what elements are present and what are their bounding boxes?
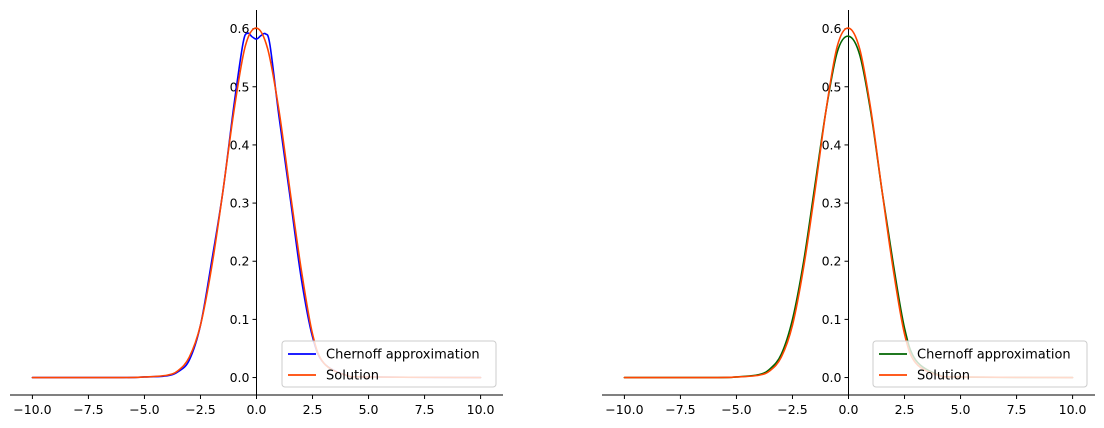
y-tick-label: 0.6 xyxy=(230,21,250,36)
x-tick-label: −2.5 xyxy=(777,402,807,417)
x-tick-label: −5.0 xyxy=(721,402,751,417)
legend-box xyxy=(872,340,1088,388)
x-tick-label: 5.0 xyxy=(951,402,971,417)
legend-label: Solution xyxy=(326,369,379,384)
x-tick-label: 7.5 xyxy=(415,402,435,417)
legend: Chernoff approximation Solution xyxy=(281,340,497,388)
x-tick-label: −7.5 xyxy=(73,402,103,417)
y-tick-label: 0.5 xyxy=(230,79,250,94)
x-tick-label: 0.0 xyxy=(839,402,859,417)
y-tick-label: 0.6 xyxy=(822,21,842,36)
x-tick-label: −10.0 xyxy=(13,402,51,417)
right-chart: −10.0 −7.5 −5.0 −2.5 0.0 2.5 5.0 7.5 10.0 0.0 0.1 0… xyxy=(602,10,1095,417)
y-tick-label: 0.1 xyxy=(822,312,842,327)
y-tick-label: 0.1 xyxy=(230,312,250,327)
x-tick-label: 2.5 xyxy=(895,402,915,417)
y-tick-label: 0.2 xyxy=(230,254,250,269)
y-tick-label: 0.3 xyxy=(822,196,842,211)
x-tick-label: 2.5 xyxy=(303,402,323,417)
x-tick-label: −7.5 xyxy=(665,402,695,417)
legend-label: Chernoff approximation xyxy=(917,348,1071,363)
y-tick-label: 0.4 xyxy=(822,137,842,152)
x-tick-label: −5.0 xyxy=(129,402,159,417)
x-tick-label: 7.5 xyxy=(1007,402,1027,417)
y-tick-label: 0.2 xyxy=(822,254,842,269)
left-chart: −10.0 −7.5 −5.0 −2.5 0.0 2.5 5.0 7.5 10.0 0.0 0.1 0… xyxy=(10,10,503,417)
y-tick-label: 0.5 xyxy=(822,79,842,94)
x-tick-label: 0.0 xyxy=(247,402,267,417)
x-tick-label: −2.5 xyxy=(185,402,215,417)
y-tick-label: 0.3 xyxy=(230,196,250,211)
x-tick-label: 10.0 xyxy=(467,402,495,417)
x-tick-label: −10.0 xyxy=(605,402,643,417)
legend-label: Chernoff approximation xyxy=(326,348,480,363)
legend: Chernoff approximation Solution xyxy=(872,340,1088,388)
x-tick-label: 10.0 xyxy=(1059,402,1087,417)
legend-box xyxy=(281,340,497,388)
y-tick-label: 0.4 xyxy=(230,137,250,152)
y-tick-label: 0.0 xyxy=(822,370,842,385)
legend-label: Solution xyxy=(917,369,970,384)
x-tick-label: 5.0 xyxy=(359,402,379,417)
y-tick-label: 0.0 xyxy=(230,370,250,385)
